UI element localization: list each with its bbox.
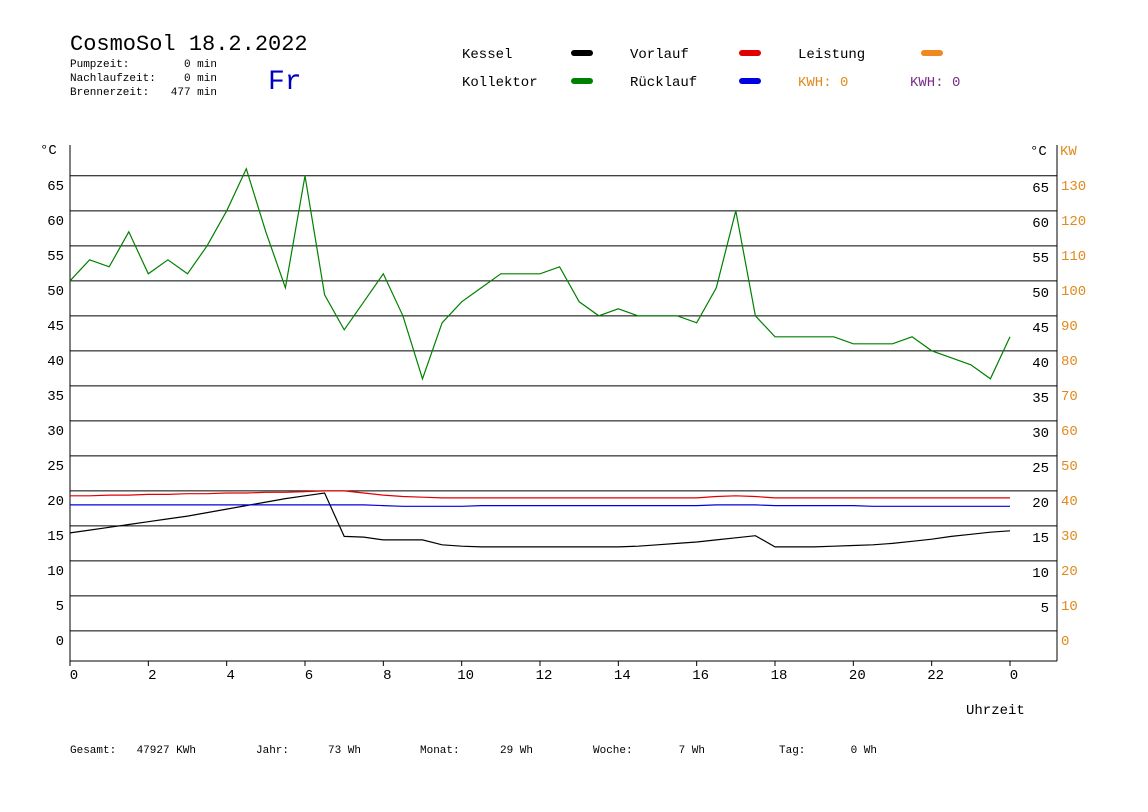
- weekday: Fr: [268, 67, 302, 98]
- y-tick-label: 5: [56, 599, 64, 615]
- y-right-tick-label: 10: [1032, 566, 1049, 582]
- total-label: Jahr:: [256, 745, 289, 757]
- y-right-tick-label: 25: [1032, 461, 1049, 477]
- total-label: Tag:: [779, 745, 805, 757]
- legend-label: Rücklauf: [630, 75, 697, 91]
- y2-tick-label: 50: [1061, 459, 1078, 475]
- y-right-tick-label: 35: [1032, 391, 1049, 407]
- x-tick-label: 22: [927, 668, 944, 684]
- info-label: Nachlaufzeit:: [70, 73, 156, 85]
- x-tick-label: 14: [614, 668, 631, 684]
- y2-tick-label: 70: [1061, 389, 1078, 405]
- y-right-tick-label: 20: [1032, 496, 1049, 512]
- y2-tick-label: 80: [1061, 354, 1078, 370]
- chart-title: CosmoSol 18.2.2022: [70, 32, 308, 57]
- y2-tick-label: 100: [1061, 284, 1086, 300]
- y-tick-label: 20: [47, 494, 64, 510]
- y-right-tick-label: 65: [1032, 181, 1049, 197]
- y2-tick-label: 110: [1061, 249, 1086, 265]
- x-tick-label: 0: [1010, 668, 1018, 684]
- y2-tick-label: 30: [1061, 529, 1078, 545]
- y-tick-label: 60: [47, 214, 64, 230]
- y-tick-label: 35: [47, 389, 64, 405]
- total-value: 0 Wh: [851, 745, 877, 757]
- y-tick-label: 30: [47, 424, 64, 440]
- y-tick-label: 40: [47, 354, 64, 370]
- y-right-tick-label: 55: [1032, 251, 1049, 267]
- info-label: Pumpzeit:: [70, 59, 129, 71]
- total-label: Woche:: [593, 745, 633, 757]
- legend-label: Leistung: [798, 47, 865, 63]
- series-line: [70, 504, 1010, 507]
- x-tick-label: 10: [457, 668, 474, 684]
- x-tick-label: 0: [70, 668, 78, 684]
- kwh-label: KWH: 0: [910, 75, 960, 91]
- total-value: 7 Wh: [679, 745, 705, 757]
- y2-axis-label: KW: [1060, 144, 1077, 160]
- y2-tick-label: 120: [1061, 214, 1086, 230]
- y-tick-label: 50: [47, 284, 64, 300]
- y2-tick-label: 40: [1061, 494, 1078, 510]
- info-value: 0 min: [184, 59, 217, 71]
- x-tick-label: 8: [383, 668, 391, 684]
- y-tick-label: 15: [47, 529, 64, 545]
- total-value: 29 Wh: [500, 745, 533, 757]
- series-line: [69, 492, 1011, 548]
- x-tick-label: 12: [536, 668, 553, 684]
- total-value: 47927 KWh: [137, 745, 196, 757]
- y2-tick-label: 130: [1061, 179, 1086, 195]
- y-right-tick-label: 60: [1032, 216, 1049, 232]
- y-tick-label: 25: [47, 459, 64, 475]
- y2-tick-label: 10: [1061, 599, 1078, 615]
- legend-label: Kollektor: [462, 75, 538, 91]
- total-label: Gesamt:: [70, 745, 116, 757]
- y2-axis-unit: °C: [1030, 144, 1047, 160]
- legend-label: Kessel: [462, 47, 512, 63]
- y2-tick-label: 60: [1061, 424, 1078, 440]
- x-tick-label: 4: [226, 668, 234, 684]
- x-tick-label: 16: [692, 668, 709, 684]
- x-tick-label: 2: [148, 668, 156, 684]
- info-value: 0 min: [184, 73, 217, 85]
- total-label: Monat:: [420, 745, 460, 757]
- y-axis-label: °C: [40, 143, 57, 159]
- y-right-tick-label: 15: [1032, 531, 1049, 547]
- y-tick-label: 10: [47, 564, 64, 580]
- total-value: 73 Wh: [328, 745, 361, 757]
- series-line: [70, 490, 1010, 499]
- y-tick-label: 55: [47, 249, 64, 265]
- series-line: [69, 167, 1011, 381]
- y2-tick-label: 90: [1061, 319, 1078, 335]
- y-right-tick-label: 40: [1032, 356, 1049, 372]
- y-right-tick-label: 50: [1032, 286, 1049, 302]
- info-value: 477 min: [171, 87, 217, 99]
- y-right-tick-label: 30: [1032, 426, 1049, 442]
- y-tick-label: 0: [56, 634, 64, 650]
- y-right-tick-label: 45: [1032, 321, 1049, 337]
- y-right-tick-label: 5: [1041, 601, 1049, 617]
- y-tick-label: 65: [47, 179, 64, 195]
- x-tick-label: 20: [849, 668, 866, 684]
- x-axis-label: Uhrzeit: [966, 703, 1025, 719]
- kwh-label: KWH: 0: [798, 75, 848, 91]
- x-tick-label: 18: [771, 668, 788, 684]
- y-tick-label: 45: [47, 319, 64, 335]
- y2-tick-label: 20: [1061, 564, 1078, 580]
- x-tick-label: 6: [305, 668, 313, 684]
- info-label: Brennerzeit:: [70, 87, 149, 99]
- legend-label: Vorlauf: [630, 47, 689, 63]
- y2-tick-label: 0: [1061, 634, 1069, 650]
